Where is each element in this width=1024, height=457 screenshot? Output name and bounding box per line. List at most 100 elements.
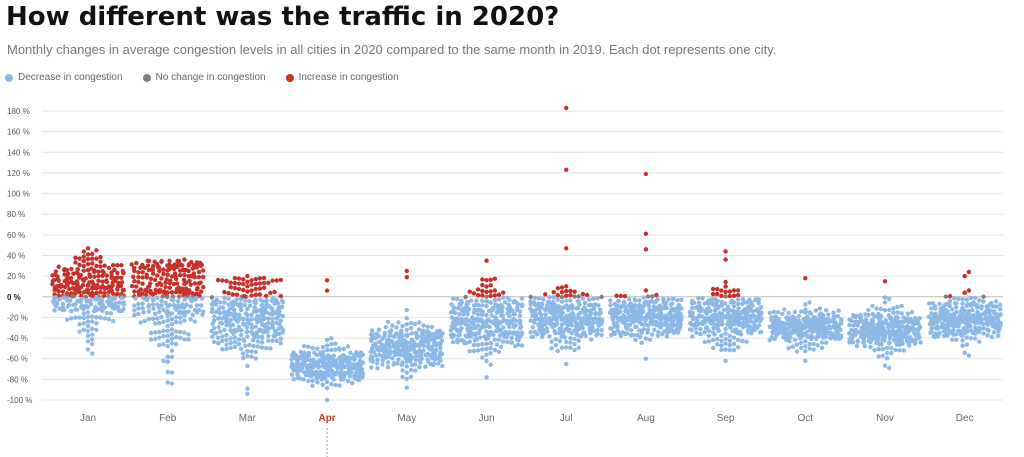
- city-dot[interactable]: [494, 342, 500, 347]
- city-dot[interactable]: [241, 322, 246, 327]
- city-dot[interactable]: [716, 328, 721, 333]
- city-dot[interactable]: [870, 311, 875, 317]
- city-dot[interactable]: [973, 336, 978, 341]
- city-dot[interactable]: [181, 277, 187, 283]
- city-dot[interactable]: [251, 344, 256, 349]
- city-dot[interactable]: [85, 261, 91, 267]
- city-dot[interactable]: [215, 277, 221, 283]
- city-dot[interactable]: [132, 279, 137, 284]
- city-dot[interactable]: [572, 289, 577, 294]
- city-dot[interactable]: [112, 296, 118, 301]
- city-dot[interactable]: [200, 312, 205, 317]
- city-dot[interactable]: [329, 382, 334, 387]
- city-dot[interactable]: [492, 276, 498, 281]
- city-dot[interactable]: [377, 339, 383, 344]
- city-dot[interactable]: [74, 307, 80, 312]
- city-dot[interactable]: [985, 333, 990, 338]
- city-dot[interactable]: [981, 331, 986, 336]
- city-dot[interactable]: [787, 338, 792, 344]
- city-dot[interactable]: [837, 336, 842, 341]
- city-dot[interactable]: [165, 380, 170, 385]
- city-dot[interactable]: [327, 360, 332, 365]
- city-dot[interactable]: [665, 330, 670, 335]
- city-dot[interactable]: [991, 330, 997, 335]
- city-dot[interactable]: [193, 297, 198, 302]
- city-dot[interactable]: [637, 298, 642, 303]
- city-dot[interactable]: [492, 293, 498, 298]
- city-dot[interactable]: [161, 333, 166, 339]
- city-dot[interactable]: [710, 291, 716, 297]
- city-dot[interactable]: [953, 301, 958, 306]
- city-dot[interactable]: [62, 267, 67, 272]
- city-dot[interactable]: [484, 289, 489, 295]
- city-dot[interactable]: [93, 297, 98, 302]
- city-dot[interactable]: [81, 268, 87, 273]
- city-dot[interactable]: [689, 328, 694, 333]
- city-dot[interactable]: [333, 347, 338, 352]
- city-dot[interactable]: [775, 310, 781, 315]
- month-label-mar[interactable]: Mar: [239, 413, 257, 424]
- city-dot[interactable]: [232, 344, 238, 350]
- city-dot[interactable]: [228, 323, 233, 328]
- city-dot[interactable]: [575, 305, 581, 311]
- city-dot[interactable]: [218, 300, 223, 305]
- city-dot[interactable]: [356, 377, 362, 383]
- city-dot[interactable]: [161, 342, 166, 347]
- city-dot[interactable]: [550, 324, 555, 330]
- city-dot[interactable]: [901, 348, 906, 353]
- city-dot[interactable]: [236, 286, 242, 292]
- city-dot[interactable]: [511, 324, 517, 330]
- city-dot[interactable]: [796, 318, 801, 323]
- city-dot[interactable]: [61, 307, 67, 313]
- city-dot[interactable]: [326, 373, 332, 378]
- city-dot[interactable]: [632, 303, 638, 308]
- city-dot[interactable]: [104, 273, 110, 278]
- city-dot[interactable]: [971, 313, 976, 318]
- city-dot[interactable]: [882, 279, 888, 284]
- city-dot[interactable]: [416, 327, 422, 332]
- city-dot[interactable]: [375, 361, 380, 366]
- city-dot[interactable]: [555, 297, 560, 302]
- city-dot[interactable]: [623, 305, 628, 310]
- city-dot[interactable]: [106, 317, 112, 322]
- city-dot[interactable]: [878, 306, 883, 312]
- city-dot[interactable]: [543, 312, 548, 317]
- city-dot[interactable]: [643, 318, 648, 323]
- city-dot[interactable]: [483, 336, 489, 342]
- city-dot[interactable]: [473, 302, 479, 308]
- city-dot[interactable]: [236, 324, 242, 329]
- city-dot[interactable]: [431, 362, 436, 367]
- city-dot[interactable]: [927, 321, 933, 327]
- city-dot[interactable]: [130, 284, 135, 289]
- city-dot[interactable]: [50, 282, 55, 287]
- city-dot[interactable]: [414, 357, 419, 363]
- city-dot[interactable]: [112, 306, 117, 311]
- city-dot[interactable]: [646, 303, 651, 309]
- city-dot[interactable]: [996, 329, 1001, 334]
- city-dot[interactable]: [89, 266, 94, 271]
- city-dot[interactable]: [710, 286, 716, 292]
- city-dot[interactable]: [85, 314, 91, 320]
- city-dot[interactable]: [943, 294, 949, 299]
- city-dot[interactable]: [224, 346, 229, 352]
- city-dot[interactable]: [119, 280, 125, 285]
- city-dot[interactable]: [234, 292, 240, 297]
- city-dot[interactable]: [973, 331, 978, 336]
- city-dot[interactable]: [932, 304, 938, 309]
- city-dot[interactable]: [404, 376, 409, 381]
- city-dot[interactable]: [501, 295, 506, 300]
- city-dot[interactable]: [965, 302, 970, 307]
- city-dot[interactable]: [129, 262, 134, 267]
- city-dot[interactable]: [730, 298, 735, 303]
- city-dot[interactable]: [649, 298, 654, 304]
- city-dot[interactable]: [255, 339, 261, 344]
- city-dot[interactable]: [747, 297, 752, 302]
- city-dot[interactable]: [609, 326, 614, 331]
- city-dot[interactable]: [939, 324, 944, 330]
- city-dot[interactable]: [475, 293, 481, 298]
- city-dot[interactable]: [314, 376, 319, 381]
- city-dot[interactable]: [268, 346, 273, 351]
- city-dot[interactable]: [553, 330, 558, 336]
- city-dot[interactable]: [535, 316, 540, 322]
- city-dot[interactable]: [819, 345, 825, 351]
